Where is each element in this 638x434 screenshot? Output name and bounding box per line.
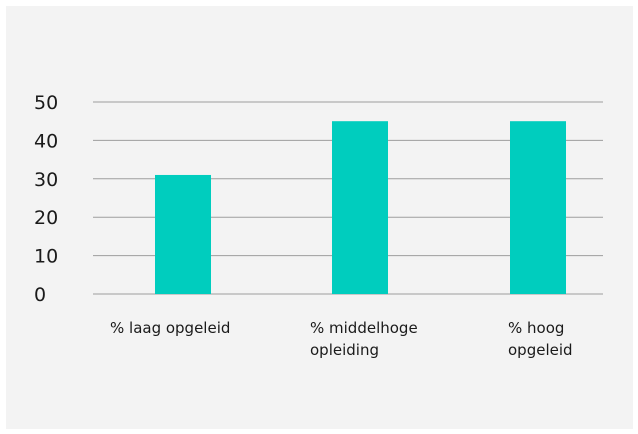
y-tick-label: 20 (34, 207, 58, 229)
y-tick-label: 50 (34, 92, 58, 114)
bars (155, 121, 566, 294)
category-label: % laag opgeleid (110, 319, 230, 337)
y-tick-label: 30 (34, 169, 58, 191)
y-tick-label: 10 (34, 246, 58, 268)
bar-2 (332, 121, 388, 294)
y-tick-label: 0 (34, 284, 46, 306)
category-label: % middelhoge opleiding (310, 319, 418, 359)
category-label-line: opleiding (310, 341, 379, 359)
category-label-line: % middelhoge (310, 319, 418, 337)
y-tick-label: 40 (34, 130, 58, 152)
bar-3 (510, 121, 566, 294)
category-label: % hoog opgeleid (508, 319, 573, 359)
category-label-line: % hoog (508, 319, 564, 337)
bar-1 (155, 175, 211, 294)
category-label-line: opgeleid (508, 341, 573, 359)
category-label-line: % laag opgeleid (110, 319, 230, 337)
x-axis-category-labels: % laag opgeleid % middelhoge opleiding % ho… (110, 319, 573, 359)
y-axis-tick-labels: 0 10 20 30 40 50 (34, 92, 58, 306)
